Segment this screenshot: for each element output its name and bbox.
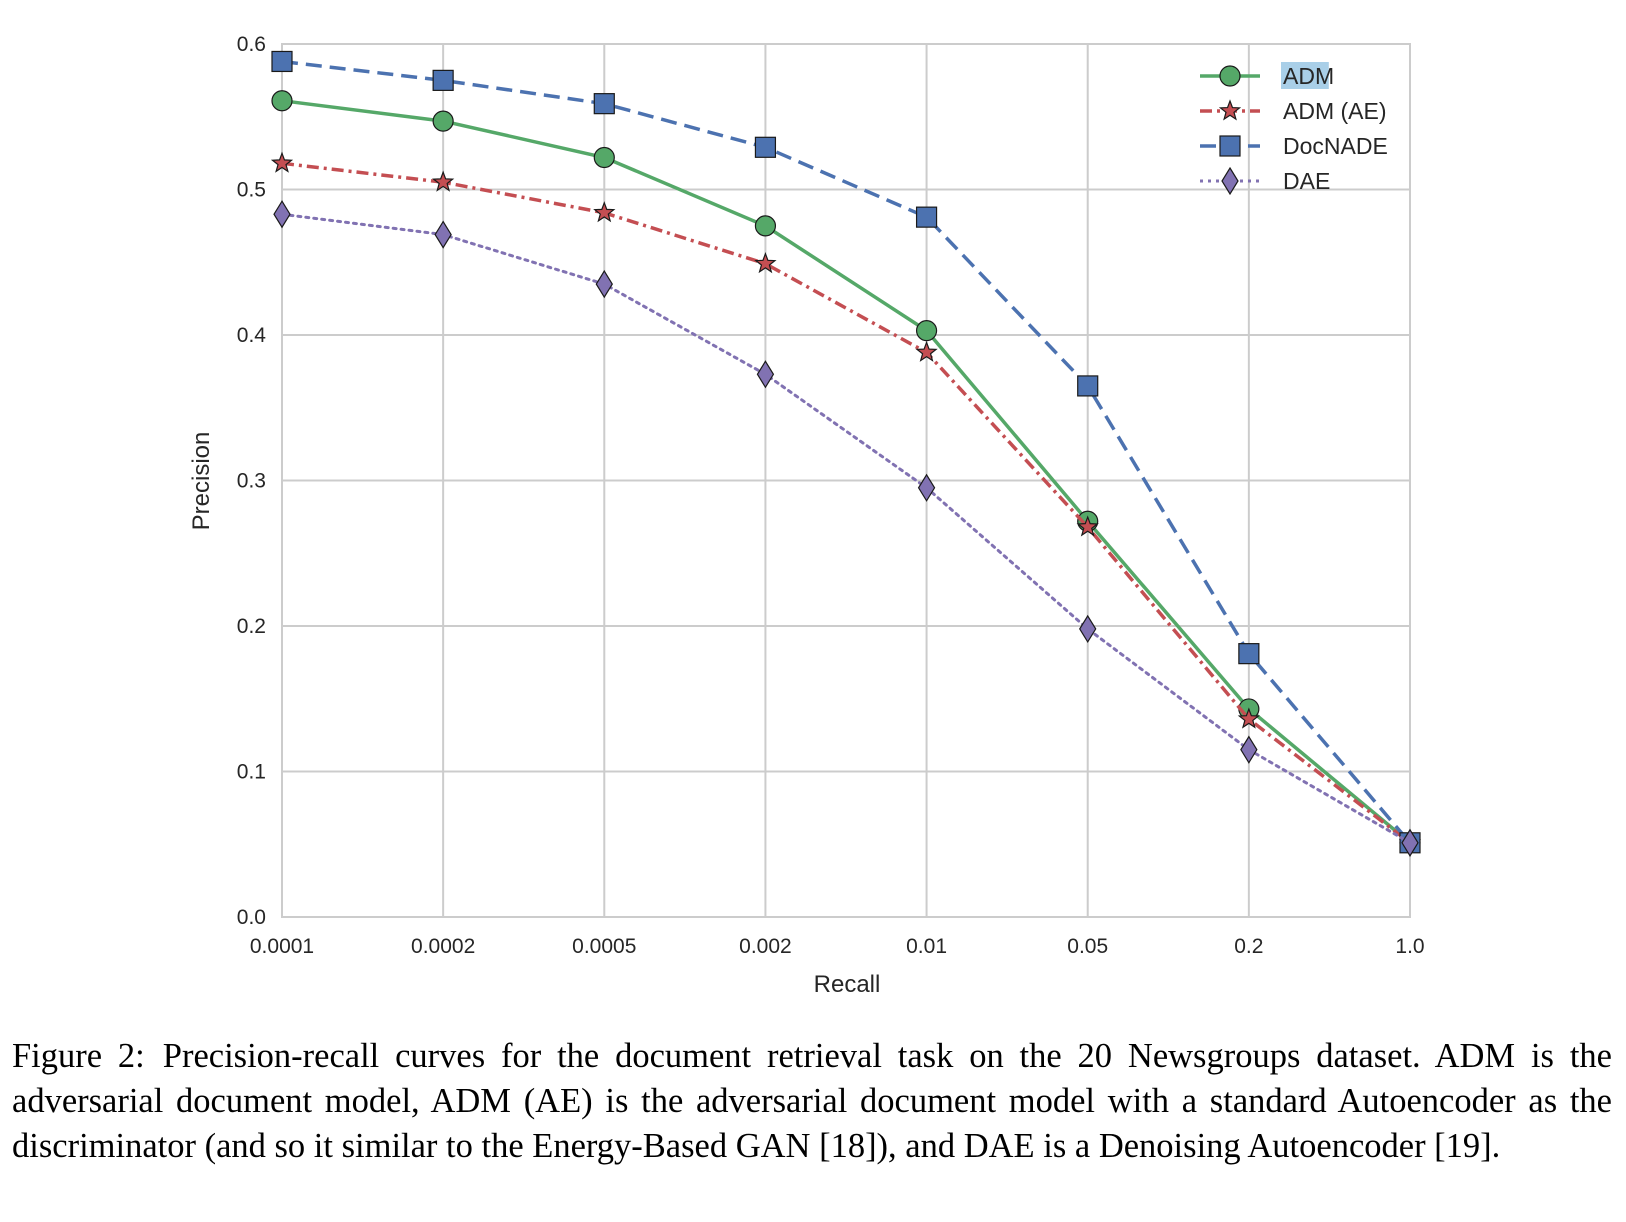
data-point xyxy=(593,146,615,169)
data-point xyxy=(1237,707,1260,729)
data-point xyxy=(434,220,452,249)
data-point xyxy=(1401,828,1419,857)
legend-item: ADM xyxy=(1200,62,1334,89)
series-dae xyxy=(273,200,1419,857)
series-line xyxy=(281,161,1412,845)
y-tick-label: 0.6 xyxy=(237,33,266,56)
legend-label: DAE xyxy=(1283,168,1330,194)
series-docnade xyxy=(271,50,1421,854)
data-point xyxy=(432,69,454,91)
legend-highlight xyxy=(1281,62,1329,89)
x-tick-label: 0.002 xyxy=(739,935,792,958)
data-point xyxy=(1076,515,1099,537)
data-point xyxy=(593,93,615,115)
figure-caption: Figure 2: Precision-recall curves for the… xyxy=(12,1034,1612,1169)
x-tick-label: 0.0005 xyxy=(572,935,636,958)
precision-recall-chart: 0.0 0.1 0.2 0.3 0.4 0.5 0.6 0.0001 0.0002 0.0005 0… xyxy=(188,33,1425,998)
y-tick-label: 0.0 xyxy=(237,906,266,929)
data-point xyxy=(1079,614,1097,644)
legend-label: DocNADE xyxy=(1283,133,1388,159)
y-tick-label: 0.2 xyxy=(237,615,266,638)
y-tick-label: 0.4 xyxy=(237,324,267,347)
data-point xyxy=(754,215,777,237)
series-line xyxy=(280,212,1412,845)
legend-marker xyxy=(1219,135,1241,157)
y-axis-label: Precision xyxy=(188,432,215,531)
legend-label: ADM (AE) xyxy=(1283,98,1387,124)
series-adm-ae xyxy=(270,151,1422,853)
series-line xyxy=(281,98,1412,845)
legend: ADM ADM (AE) DocNADE DAE xyxy=(1200,62,1388,196)
x-tick-label: 0.2 xyxy=(1234,935,1263,958)
data-point xyxy=(1077,375,1099,397)
data-point xyxy=(595,269,613,299)
series-line xyxy=(281,59,1412,844)
x-tick-label: 0.0002 xyxy=(411,935,475,958)
legend-item: DAE xyxy=(1200,166,1330,196)
data-point xyxy=(431,170,455,192)
tick-labels: 0.0 0.1 0.2 0.3 0.4 0.5 0.6 0.0001 0.0002 0.0005 0… xyxy=(237,33,1425,958)
x-tick-label: 0.05 xyxy=(1067,935,1108,958)
data-point xyxy=(754,136,777,158)
series xyxy=(270,50,1422,857)
data-point xyxy=(593,201,616,223)
legend-marker xyxy=(1219,65,1241,87)
legend-label: ADM xyxy=(1283,63,1334,89)
legend-item: ADM (AE) xyxy=(1200,98,1387,124)
data-point xyxy=(917,473,936,502)
y-tick-label: 0.5 xyxy=(237,179,266,202)
data-point xyxy=(273,200,291,229)
data-point xyxy=(915,340,938,362)
caption-text: Precision-recall curves for the document… xyxy=(12,1037,1612,1165)
data-point xyxy=(1238,643,1260,665)
data-point xyxy=(1240,735,1258,764)
data-point xyxy=(270,151,294,173)
legend-marker xyxy=(1221,166,1239,196)
data-point xyxy=(915,206,938,228)
plot-frame xyxy=(281,43,1411,918)
data-point xyxy=(915,320,938,342)
data-point xyxy=(271,50,293,73)
legend-item: DocNADE xyxy=(1200,133,1388,159)
x-axis-label: Recall xyxy=(814,971,881,998)
x-tick-label: 1.0 xyxy=(1395,935,1424,958)
data-point xyxy=(432,110,454,132)
x-tick-label: 0.01 xyxy=(906,935,947,958)
y-tick-label: 0.3 xyxy=(237,470,266,493)
data-point xyxy=(754,251,777,274)
legend-marker xyxy=(1218,99,1242,121)
y-tick-label: 0.1 xyxy=(237,761,266,784)
grid xyxy=(281,43,1411,918)
data-point xyxy=(756,360,775,389)
x-tick-label: 0.0001 xyxy=(250,935,314,958)
data-point xyxy=(271,90,293,112)
caption-label: Figure 2: xyxy=(12,1037,145,1075)
